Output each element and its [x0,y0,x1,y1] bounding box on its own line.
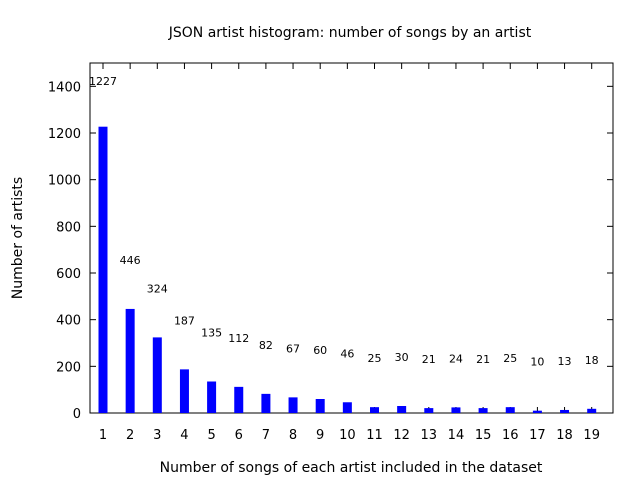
y-tick-label: 600 [56,267,81,282]
bar [152,337,162,413]
bar-value-label: 60 [313,344,327,357]
bar [451,407,461,413]
bar-value-label: 30 [395,351,409,364]
x-tick-label: 11 [366,428,383,443]
bar-value-label: 25 [368,352,382,365]
y-tick-label: 1000 [48,174,81,189]
x-tick-label: 10 [339,428,356,443]
y-tick-label: 400 [56,314,81,329]
x-tick-label: 12 [393,428,410,443]
chart-title: JSON artist histogram: number of songs b… [168,25,532,41]
bar-value-label: 46 [340,347,354,360]
bar-value-label: 18 [585,354,599,367]
bar [234,386,244,413]
bar [560,409,570,413]
data-labels: 1227 446 324 187 135 112 82 67 60 46 25 30 21 24 21 25 1… [89,75,599,369]
bar [532,410,542,413]
bar [424,408,434,413]
y-tick-label: 800 [56,220,81,235]
x-tick-label: 17 [529,428,546,443]
bar-value-label: 67 [286,342,300,355]
y-tick-label: 200 [56,360,81,375]
y-tick-label: 1400 [48,80,81,95]
bar-value-label: 21 [422,353,436,366]
bar [207,381,217,413]
x-tick-label: 18 [556,428,573,443]
x-tick-label: 19 [583,428,600,443]
x-tick-label: 4 [180,428,188,443]
bar-value-label: 25 [503,352,517,365]
x-axis: 1 2 3 4 5 6 7 8 9 10 11 12 13 14 15 16 17 18 19 [99,63,600,443]
bar-value-label: 21 [476,353,490,366]
x-tick-label: 15 [475,428,492,443]
bar [179,369,189,413]
x-tick-label: 8 [289,428,297,443]
x-tick-label: 14 [448,428,465,443]
bar [370,407,379,413]
x-tick-label: 16 [502,428,519,443]
bar [98,126,108,413]
bar-value-label: 13 [558,355,572,368]
bar [478,408,488,413]
x-tick-label: 9 [316,428,324,443]
bar-value-label: 112 [228,332,249,345]
bar-value-label: 1227 [89,75,117,88]
x-tick-label: 3 [153,428,161,443]
x-tick-label: 6 [235,428,243,443]
y-axis: 0 200 400 600 800 1000 1200 1400 [48,80,613,422]
y-axis-label: Number of artists [10,177,26,299]
x-tick-label: 1 [99,428,107,443]
bar [587,408,597,413]
bar-value-label: 324 [147,282,168,295]
x-tick-label: 5 [207,428,215,443]
bar-value-label: 135 [201,327,222,340]
bar-value-label: 24 [449,352,463,365]
x-tick-label: 13 [421,428,438,443]
bar [342,402,352,413]
bar-value-label: 187 [174,314,195,327]
bar [397,406,407,413]
bar-value-label: 10 [530,356,544,369]
bar [315,399,325,413]
bar-series [98,126,597,413]
bar [505,407,515,413]
bar [125,308,135,413]
bar [288,397,298,413]
x-tick-label: 7 [262,428,270,443]
x-axis-label: Number of songs of each artist included … [160,460,543,476]
y-tick-label: 0 [73,407,81,422]
bar-value-label: 446 [120,254,141,267]
x-tick-label: 2 [126,428,134,443]
y-tick-label: 1200 [48,127,81,142]
bar [261,393,271,413]
bar-value-label: 82 [259,339,273,352]
